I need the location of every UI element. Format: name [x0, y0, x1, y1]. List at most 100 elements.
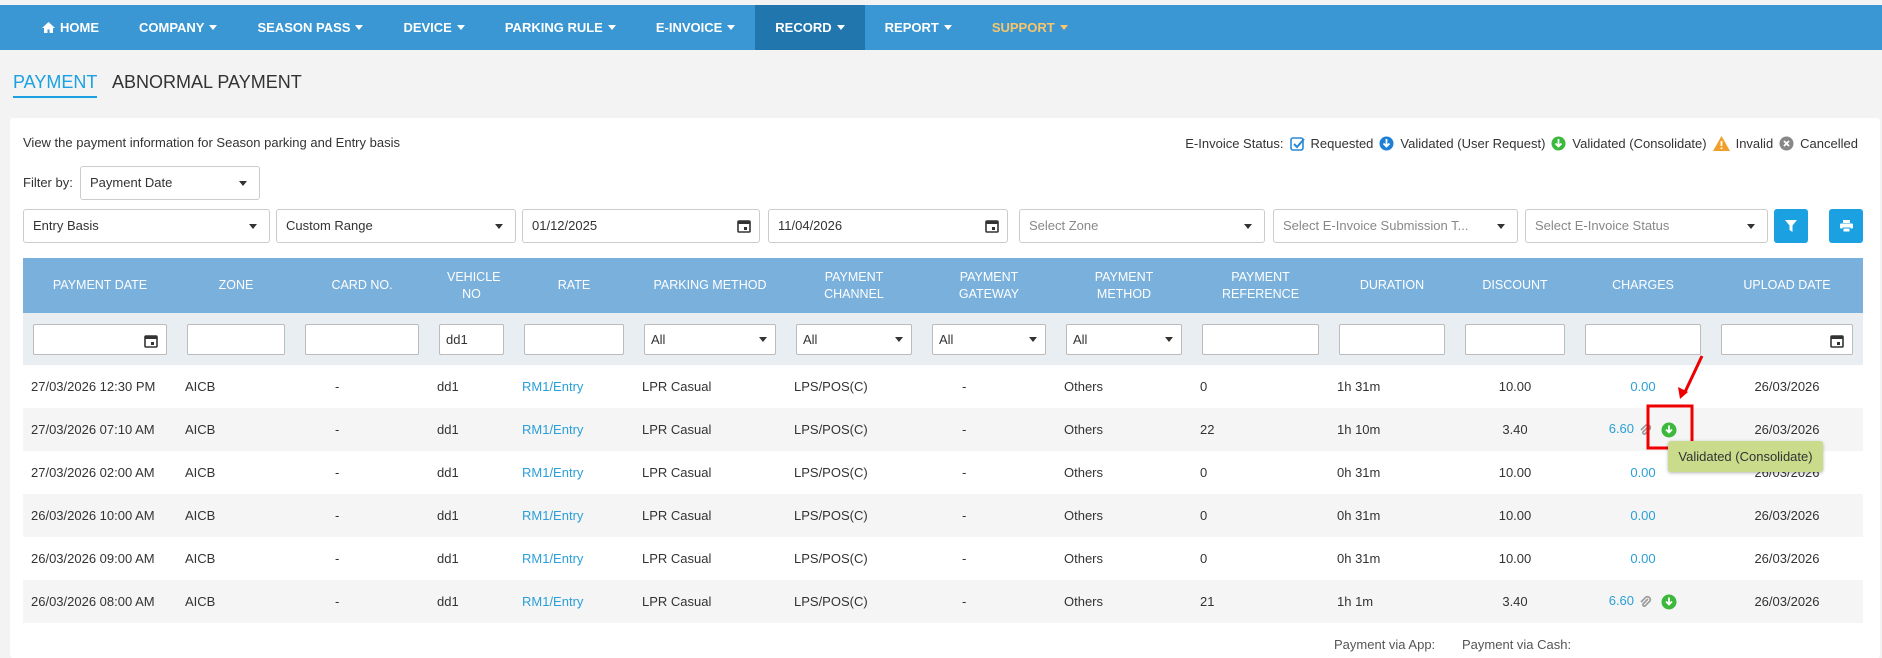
filter-input[interactable]: All [796, 323, 912, 355]
cell-text: Others [1064, 379, 1104, 394]
table-cell: - [922, 537, 1056, 580]
table-cell: 1h 31m [1329, 365, 1455, 408]
column-filter [1575, 313, 1711, 365]
table-cell: - [295, 408, 429, 451]
nav-item[interactable]: PARKING RULE [485, 5, 636, 50]
nav-item[interactable]: SEASON PASS [237, 5, 383, 50]
header-row: PAYMENT DATE ZONE CARD NO. VEHICLE NO RATE PA… [23, 258, 1863, 313]
table-cell: 0 [1192, 451, 1329, 494]
attachment-icon[interactable] [1638, 423, 1652, 437]
cell-text[interactable]: RM1/Entry [522, 379, 584, 394]
filter-input[interactable] [1465, 323, 1565, 355]
tab-active[interactable]: PAYMENT [13, 72, 98, 98]
cell-text: LPR Casual [642, 422, 712, 437]
filter-field[interactable]: Select E-Invoice Submission T... [1273, 209, 1518, 243]
table-cell: 0h 31m [1329, 537, 1455, 580]
filter-input[interactable]: All [1066, 323, 1182, 355]
filter-field[interactable]: 11/04/2026 [768, 209, 1008, 243]
cell-text[interactable]: 6.60 [1608, 421, 1635, 437]
column-filter: All [1056, 313, 1192, 365]
table-cell: 27/03/2026 07:10 AM [23, 408, 177, 451]
field-value: 01/12/2025 [532, 218, 598, 233]
table-cell: 1h 1m [1329, 580, 1455, 623]
cell-text: dd1 [437, 508, 459, 523]
filter-input[interactable]: All [932, 323, 1046, 355]
filter-input[interactable] [33, 323, 167, 355]
table-cell: 3.40 [1455, 408, 1575, 451]
table-row: 27/03/2026 12:30 PM AICB - dd1 RM1/Entry LPR … [23, 365, 1863, 408]
cell-text[interactable]: 0.00 [1630, 465, 1656, 480]
column-filter [514, 313, 634, 365]
filter-input[interactable] [305, 323, 419, 355]
validated-consolidate-icon[interactable] [1661, 422, 1677, 438]
table-cell: - [922, 580, 1056, 623]
nav-item[interactable]: COMPANY [119, 5, 237, 50]
cell-text: 26/03/2026 10:00 AM [31, 508, 155, 523]
nav-item[interactable]: E-INVOICE [636, 5, 755, 50]
nav-item[interactable]: REPORT [865, 5, 972, 50]
table-cell: 0h 31m [1329, 494, 1455, 537]
footer-label: Payment via Cash: [1462, 637, 1572, 652]
nav-item[interactable]: HOME [22, 5, 119, 50]
table-cell: LPS/POS(C) [786, 494, 922, 537]
cell-text: Others [1064, 551, 1104, 566]
cell-text[interactable]: RM1/Entry [522, 508, 584, 523]
cell-text: 27/03/2026 02:00 AM [31, 465, 155, 480]
cell-text[interactable]: 6.60 [1608, 593, 1635, 609]
cell-text: dd1 [437, 422, 459, 437]
tooltip: Validated (Consolidate) [1668, 441, 1823, 472]
filter-select[interactable]: Payment Date [80, 166, 260, 200]
column-filter [23, 313, 177, 365]
column-header: CARD NO. [295, 258, 429, 313]
filter-input[interactable]: dd1 [439, 323, 504, 355]
nav-item[interactable]: RECORD [755, 5, 865, 50]
caret [1747, 224, 1755, 229]
filter-input[interactable] [1202, 323, 1319, 355]
cell-text[interactable]: 0.00 [1630, 508, 1656, 523]
cell-text[interactable]: RM1/Entry [522, 465, 584, 480]
filter-input[interactable] [1721, 323, 1853, 355]
cell-text[interactable]: RM1/Entry [522, 594, 584, 609]
filter-field[interactable]: 01/12/2025 [522, 209, 760, 243]
filter-input[interactable] [1585, 323, 1701, 355]
table-cell: 26/03/2026 08:00 AM [23, 580, 177, 623]
filter-field[interactable]: Entry Basis [23, 209, 270, 243]
cell-text[interactable]: 0.00 [1630, 379, 1656, 394]
column-header: RATE [514, 258, 634, 313]
filter-button[interactable] [1774, 209, 1808, 243]
calendar-icon [1830, 334, 1844, 348]
column-filter: All [922, 313, 1056, 365]
print-button[interactable] [1829, 209, 1863, 243]
filter-input[interactable] [187, 323, 285, 355]
filter-input[interactable] [524, 323, 624, 355]
table-cell: - [295, 537, 429, 580]
table-cell: - [295, 494, 429, 537]
filter-field[interactable]: Select E-Invoice Status [1525, 209, 1768, 243]
nav-item[interactable]: DEVICE [383, 5, 484, 50]
filter-field[interactable]: Select Zone [1019, 209, 1265, 243]
validated-consolidate-icon[interactable] [1661, 594, 1677, 610]
filter-input[interactable] [1339, 323, 1445, 355]
cell-text: - [962, 422, 967, 437]
cell-text[interactable]: 0.00 [1630, 551, 1656, 566]
table-cell: - [295, 365, 429, 408]
filter-input[interactable]: All [644, 323, 776, 355]
caret [1165, 336, 1173, 342]
table-cell: LPS/POS(C) [786, 365, 922, 408]
column-filter [1192, 313, 1329, 365]
table-cell: AICB [177, 451, 295, 494]
icon-cancelled [1779, 136, 1794, 151]
attachment-icon[interactable] [1638, 595, 1652, 609]
icon-requested [1289, 137, 1305, 151]
column-filter [1711, 313, 1863, 365]
tab[interactable]: ABNORMAL PAYMENT [112, 72, 302, 92]
filter-field[interactable]: Custom Range [276, 209, 516, 243]
select-value: All [651, 331, 666, 347]
cell-text: 27/03/2026 12:30 PM [31, 379, 156, 394]
nav-item[interactable]: SUPPORT [972, 5, 1088, 50]
field-value: Custom Range [286, 218, 373, 233]
cell-text[interactable]: RM1/Entry [522, 422, 584, 437]
cell-text: Others [1064, 465, 1104, 480]
cell-text[interactable]: RM1/Entry [522, 551, 584, 566]
table-cell: - [295, 580, 429, 623]
